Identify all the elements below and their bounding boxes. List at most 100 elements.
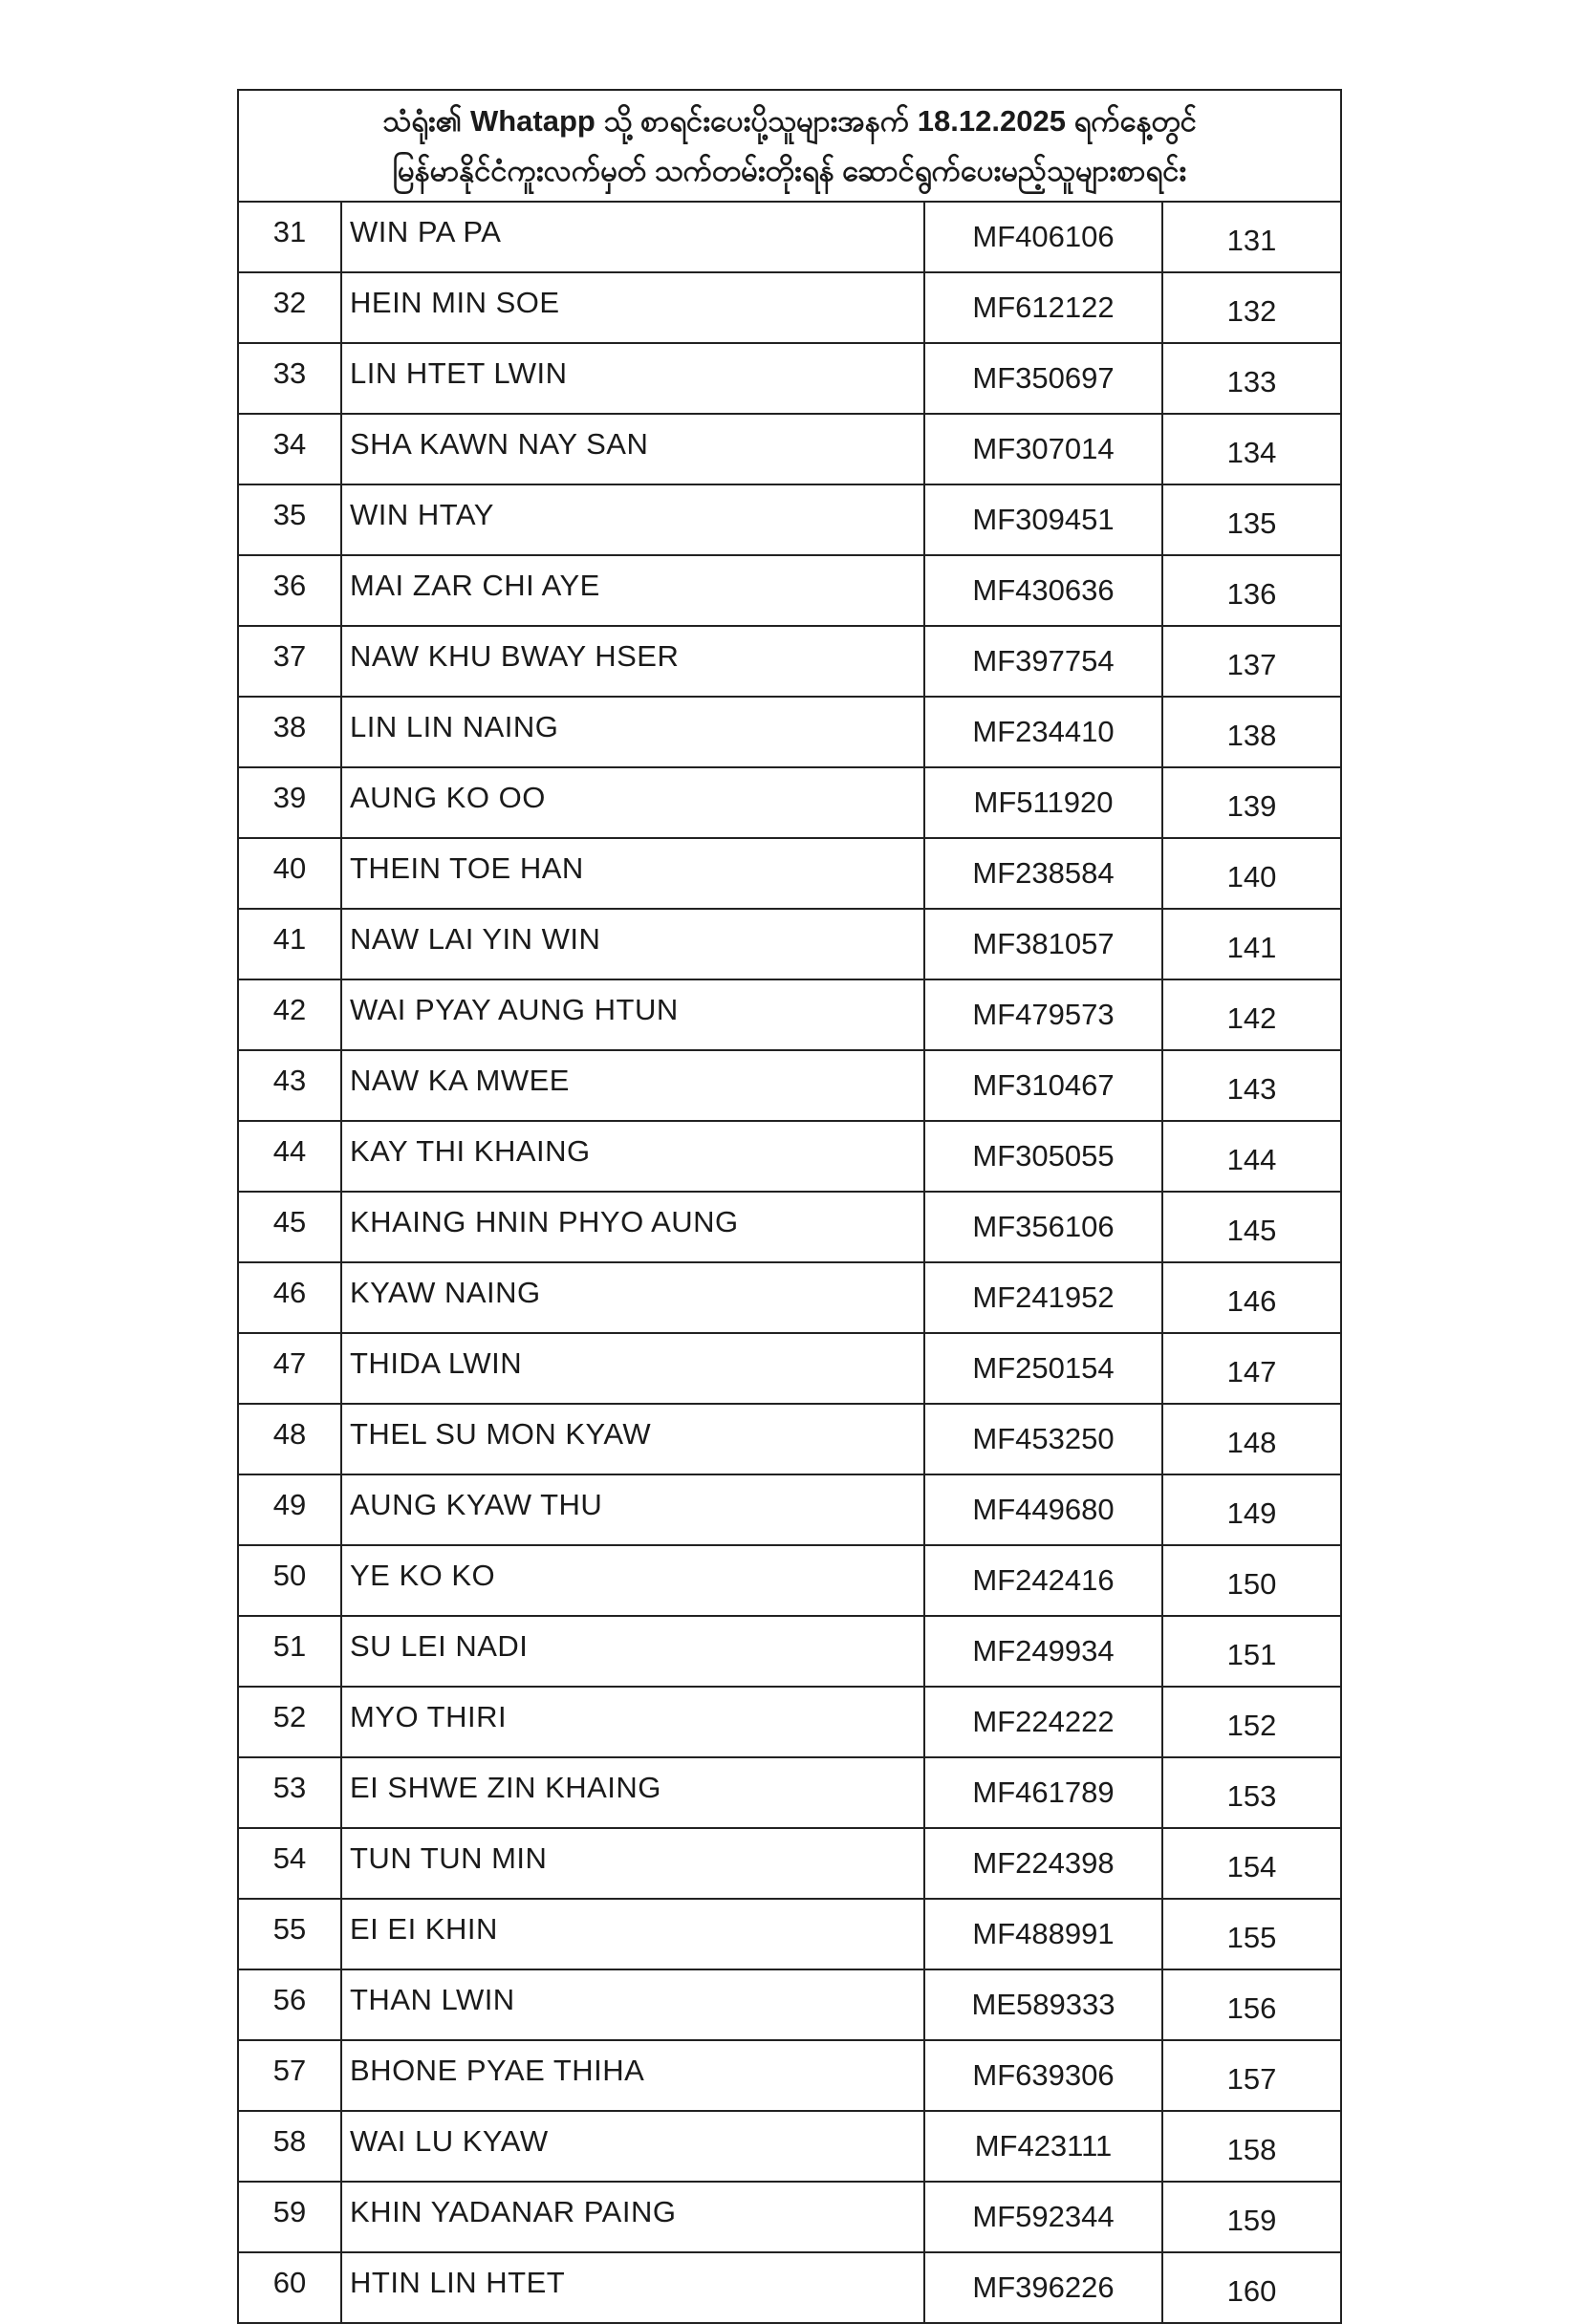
table-row: 53 EI SHWE ZIN KHAING MF461789 153 [237, 1756, 1343, 1829]
person-name: KHIN YADANAR PAING [340, 2181, 925, 2253]
sequence-number: 138 [1160, 696, 1343, 768]
passport-number: MF310467 [923, 1049, 1163, 1122]
person-name: NAW LAI YIN WIN [340, 908, 925, 980]
title-line-2: မြန်မာနိုင်ငံကူးလက်မှတ် သက်တမ်းတိုးရန် ဆ… [392, 153, 1187, 187]
table-row: 49 AUNG KYAW THU MF449680 149 [237, 1474, 1343, 1546]
passport-number: MF430636 [923, 554, 1163, 627]
passport-number: MF307014 [923, 413, 1163, 485]
row-number: 45 [237, 1191, 342, 1263]
passport-number: MF397754 [923, 625, 1163, 698]
passport-number: MF592344 [923, 2181, 1163, 2253]
sequence-number: 135 [1160, 484, 1343, 556]
row-number: 49 [237, 1474, 342, 1546]
table-row: 44 KAY THI KHAING MF305055 144 [237, 1120, 1343, 1193]
table-row: 52 MYO THIRI MF224222 152 [237, 1686, 1343, 1758]
table-row: 45 KHAING HNIN PHYO AUNG MF356106 145 [237, 1191, 1343, 1263]
row-number: 36 [237, 554, 342, 627]
passport-number: MF396226 [923, 2251, 1163, 2324]
person-name: NAW KHU BWAY HSER [340, 625, 925, 698]
table-row: 33 LIN HTET LWIN MF350697 133 [237, 342, 1343, 415]
row-number: 42 [237, 979, 342, 1051]
sequence-number: 157 [1160, 2039, 1343, 2112]
passport-number: MF453250 [923, 1403, 1163, 1475]
person-name: LIN LIN NAING [340, 696, 925, 768]
table-row: 57 BHONE PYAE THIHA MF639306 157 [237, 2039, 1343, 2112]
sequence-number: 160 [1160, 2251, 1343, 2324]
person-name: HEIN MIN SOE [340, 271, 925, 344]
table-row: 35 WIN HTAY MF309451 135 [237, 484, 1343, 556]
person-name: THAN LWIN [340, 1969, 925, 2041]
passport-number: MF350697 [923, 342, 1163, 415]
row-number: 59 [237, 2181, 342, 2253]
person-name: LIN HTET LWIN [340, 342, 925, 415]
row-number: 40 [237, 837, 342, 910]
table-row: 55 EI EI KHIN MF488991 155 [237, 1898, 1343, 1970]
person-name: WIN HTAY [340, 484, 925, 556]
row-number: 58 [237, 2110, 342, 2183]
sequence-number: 151 [1160, 1615, 1343, 1688]
passport-number: MF612122 [923, 271, 1163, 344]
passport-number: MF356106 [923, 1191, 1163, 1263]
passport-number: MF241952 [923, 1261, 1163, 1334]
passport-number: MF224222 [923, 1686, 1163, 1758]
row-number: 56 [237, 1969, 342, 2041]
sequence-number: 158 [1160, 2110, 1343, 2183]
table-row: 60 HTIN LIN HTET MF396226 160 [237, 2251, 1343, 2324]
row-number: 31 [237, 201, 342, 273]
sequence-number: 147 [1160, 1332, 1343, 1405]
passport-number: MF249934 [923, 1615, 1163, 1688]
row-number: 48 [237, 1403, 342, 1475]
sequence-number: 150 [1160, 1544, 1343, 1617]
table-row: 32 HEIN MIN SOE MF612122 132 [237, 271, 1343, 344]
passport-number: MF381057 [923, 908, 1163, 980]
passport-number: MF639306 [923, 2039, 1163, 2112]
sequence-number: 141 [1160, 908, 1343, 980]
row-number: 47 [237, 1332, 342, 1405]
row-number: 43 [237, 1049, 342, 1122]
person-name: WAI PYAY AUNG HTUN [340, 979, 925, 1051]
person-name: WAI LU KYAW [340, 2110, 925, 2183]
title-line-1: သံရုံး၏ Whatapp သို့ စာရင်းပေးပို့သူများ… [382, 103, 1197, 138]
person-name: WIN PA PA [340, 201, 925, 273]
passport-number: MF511920 [923, 766, 1163, 839]
person-name: NAW KA MWEE [340, 1049, 925, 1122]
sequence-number: 153 [1160, 1756, 1343, 1829]
passport-number: MF488991 [923, 1898, 1163, 1970]
sequence-number: 142 [1160, 979, 1343, 1051]
row-number: 35 [237, 484, 342, 556]
passport-number: MF309451 [923, 484, 1163, 556]
passport-number: MF250154 [923, 1332, 1163, 1405]
person-name: HTIN LIN HTET [340, 2251, 925, 2324]
sequence-number: 145 [1160, 1191, 1343, 1263]
table-row: 46 KYAW NAING MF241952 146 [237, 1261, 1343, 1334]
sequence-number: 140 [1160, 837, 1343, 910]
passport-number: MF305055 [923, 1120, 1163, 1193]
person-name: EI EI KHIN [340, 1898, 925, 1970]
row-number: 33 [237, 342, 342, 415]
table-row: 39 AUNG KO OO MF511920 139 [237, 766, 1343, 839]
sequence-number: 154 [1160, 1827, 1343, 1900]
person-name: BHONE PYAE THIHA [340, 2039, 925, 2112]
sequence-number: 148 [1160, 1403, 1343, 1475]
table-row: 42 WAI PYAY AUNG HTUN MF479573 142 [237, 979, 1343, 1051]
person-name: MYO THIRI [340, 1686, 925, 1758]
person-name: KYAW NAING [340, 1261, 925, 1334]
table-row: 59 KHIN YADANAR PAING MF592344 159 [237, 2181, 1343, 2253]
sequence-number: 139 [1160, 766, 1343, 839]
row-number: 46 [237, 1261, 342, 1334]
person-name: THEL SU MON KYAW [340, 1403, 925, 1475]
row-number: 50 [237, 1544, 342, 1617]
sequence-number: 149 [1160, 1474, 1343, 1546]
passport-number: MF461789 [923, 1756, 1163, 1829]
table-row: 36 MAI ZAR CHI AYE MF430636 136 [237, 554, 1343, 627]
row-number: 37 [237, 625, 342, 698]
row-number: 53 [237, 1756, 342, 1829]
sequence-number: 133 [1160, 342, 1343, 415]
person-name: TUN TUN MIN [340, 1827, 925, 1900]
row-number: 52 [237, 1686, 342, 1758]
row-number: 54 [237, 1827, 342, 1900]
table-row: 51 SU LEI NADI MF249934 151 [237, 1615, 1343, 1688]
row-number: 34 [237, 413, 342, 485]
row-number: 44 [237, 1120, 342, 1193]
table-row: 58 WAI LU KYAW MF423111 158 [237, 2110, 1343, 2183]
